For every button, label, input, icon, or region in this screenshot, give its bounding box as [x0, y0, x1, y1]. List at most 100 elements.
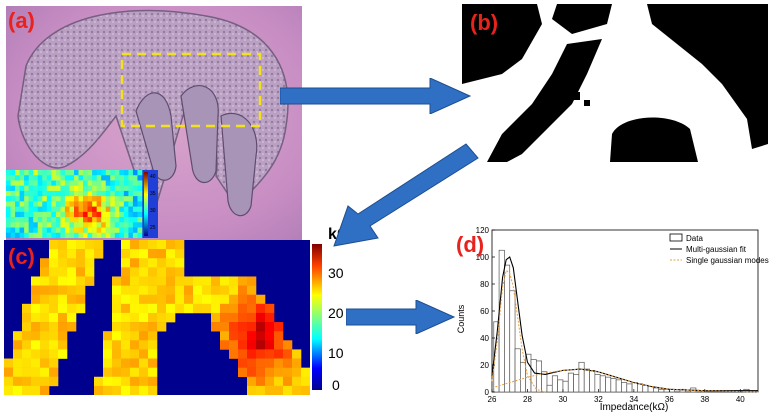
heatmap-cell: [22, 358, 32, 368]
y-tick-label: 120: [476, 226, 490, 235]
heatmap-cell: [130, 267, 140, 277]
heatmap-cell: [256, 303, 266, 314]
heatmap-cell: [103, 340, 113, 350]
inset-cell: [110, 190, 116, 197]
inset-cell: [51, 222, 57, 228]
panel-label-a: (a): [8, 8, 35, 33]
inset-cell: [6, 190, 11, 197]
inset-cell: [137, 185, 143, 192]
heatmap-cell: [121, 294, 131, 305]
heatmap-cell: [130, 349, 140, 359]
heatmap-cell: [265, 385, 275, 396]
inset-cell: [78, 217, 84, 223]
histogram-bar: [647, 386, 654, 393]
inset-cell: [33, 211, 39, 218]
inset-cell: [74, 217, 79, 223]
heatmap-cell: [112, 340, 122, 350]
heatmap-cell: [31, 349, 41, 359]
inset-cell: [51, 206, 57, 213]
inset-cell: [137, 227, 143, 234]
heatmap-cell: [148, 322, 158, 332]
histogram-bar: [615, 379, 622, 393]
inset-cell: [87, 211, 93, 218]
heatmap-cell: [40, 385, 50, 396]
inset-cell: [83, 206, 88, 213]
impedance-heatmap-graphic: [4, 240, 311, 396]
inset-cell: [69, 180, 75, 186]
inset-cell: [69, 227, 75, 234]
inset-cell: [60, 222, 66, 228]
inset-cell: [78, 232, 84, 239]
inset-cell: [137, 222, 143, 228]
inset-cell: [87, 196, 93, 202]
inset-cell: [55, 222, 61, 228]
heatmap-cell: [292, 358, 302, 368]
heatmap-cell: [238, 331, 248, 341]
heatmap-cell: [58, 303, 68, 314]
inset-cell: [119, 217, 125, 223]
inset-cell: [119, 196, 125, 202]
heatmap-cell: [247, 276, 257, 286]
inset-cell: [64, 201, 70, 207]
inset-cell: [83, 190, 88, 197]
inset-cell: [132, 180, 138, 186]
inset-cell: [101, 232, 107, 239]
heatmap-cell: [49, 340, 59, 350]
heatmap-cell: [13, 331, 23, 341]
heatmap-cell: [112, 358, 122, 368]
inset-cell: [128, 185, 134, 192]
heatmap-cell: [238, 322, 248, 332]
inset-cell: [128, 211, 134, 218]
colorbar-gradient: [312, 244, 322, 390]
inset-cell: [69, 222, 75, 228]
heatmap-cell: [148, 258, 158, 268]
heatmap-cell: [139, 303, 149, 314]
heatmap-cell: [130, 358, 140, 368]
panel-label-d: (d): [456, 232, 485, 257]
inset-cell: [15, 222, 20, 228]
inset-cell: [55, 211, 61, 218]
heatmap-cell: [76, 294, 86, 305]
histogram-bar: [567, 372, 574, 393]
inset-cell: [37, 196, 43, 202]
inset-cell: [96, 175, 102, 181]
heatmap-cell: [229, 322, 239, 332]
inset-cell: [83, 211, 88, 218]
inset-cell: [10, 217, 16, 223]
inset-cell: [110, 227, 116, 234]
inset-cell: [46, 175, 52, 181]
heatmap-cell: [247, 385, 257, 396]
histogram-bar: [578, 361, 585, 393]
inset-cell: [15, 232, 20, 239]
heatmap-cell: [112, 376, 122, 387]
inset-cell: [128, 222, 134, 228]
inset-cell: [46, 180, 52, 186]
inset-cell: [123, 227, 129, 234]
inset-cell: [119, 211, 125, 218]
inset-cell: [64, 196, 70, 202]
inset-cell: [114, 196, 120, 202]
inset-cell: [60, 232, 66, 239]
heatmap-cell: [238, 312, 248, 323]
inset-cell: [69, 190, 75, 197]
heatmap-cell: [166, 240, 176, 250]
inset-cell: [6, 180, 11, 186]
heatmap-cell: [31, 285, 41, 296]
inset-cell: [128, 206, 134, 213]
histogram-bar: [509, 290, 516, 393]
inset-cell: [15, 217, 20, 223]
x-axis-label: Impedance(kΩ): [600, 402, 669, 413]
panel-label-c: (c): [8, 244, 35, 269]
inset-cell: [123, 232, 129, 239]
heatmap-cell: [193, 294, 203, 305]
impedance-colorbar: 30 20 10 0: [310, 242, 352, 393]
inset-cell: [42, 211, 48, 218]
inset-cell: [74, 180, 79, 186]
heatmap-cell: [94, 376, 104, 387]
heatmap-cell: [94, 385, 104, 396]
inset-cell: [37, 217, 43, 223]
inset-cell: [64, 185, 70, 192]
heatmap-cell: [121, 385, 131, 396]
inset-cell: [15, 201, 20, 207]
heatmap-cell: [247, 312, 257, 323]
